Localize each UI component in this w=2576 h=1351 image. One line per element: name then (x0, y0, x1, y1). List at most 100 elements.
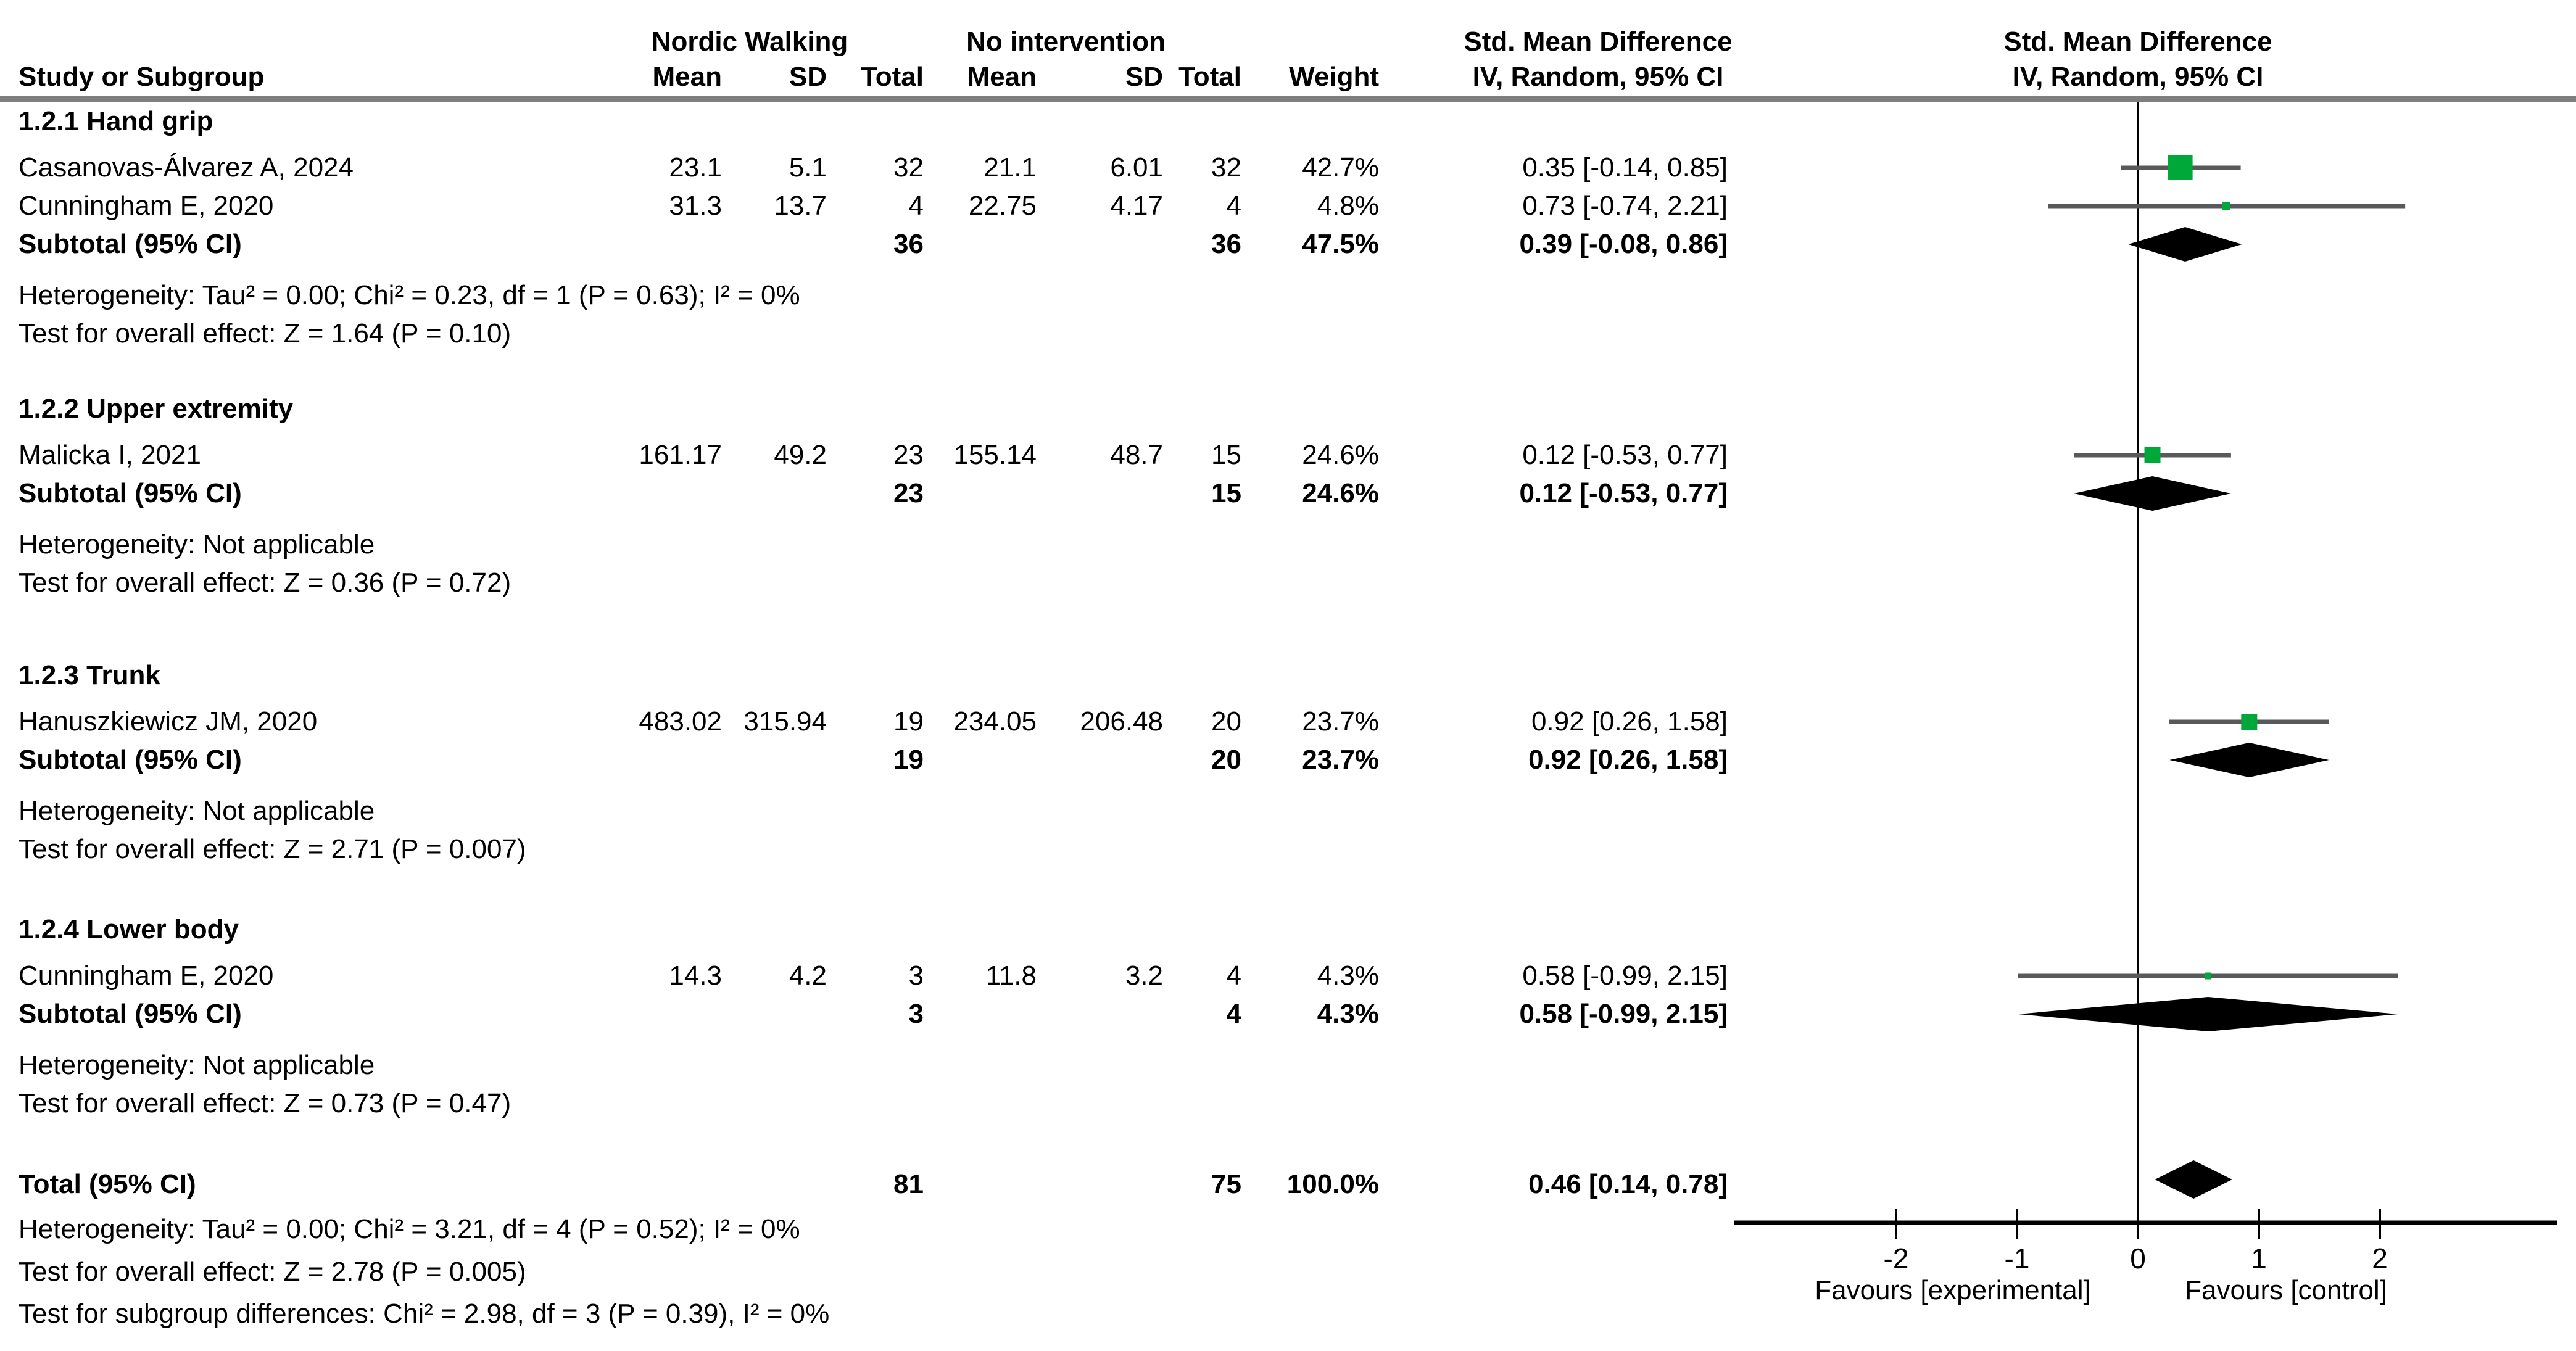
effect-square-marker (2205, 972, 2212, 980)
total-experimental: 81 (893, 1169, 924, 1199)
overall-effect-text: Test for overall effect: Z = 0.36 (P = 0… (19, 568, 511, 598)
smd-ci-text: 0.73 [-0.74, 2.21] (1522, 191, 1728, 221)
mean-control: 22.75 (968, 191, 1037, 221)
study-name: Total (95% CI) (19, 1169, 196, 1199)
total-control: 15 (1211, 478, 1241, 508)
weight-value: 4.8% (1317, 191, 1379, 221)
total-experimental: 19 (893, 706, 924, 737)
sd-experimental: 315.94 (743, 706, 827, 737)
sd-control: 206.48 (1080, 706, 1163, 737)
effect-square-marker (2241, 714, 2258, 730)
pooled-diamond (2128, 227, 2242, 262)
overall-effect-text: Test for overall effect: Z = 2.78 (P = 0… (19, 1257, 526, 1287)
effect-square-marker (2168, 155, 2193, 180)
column-header-sd-1: SD (789, 62, 827, 92)
pooled-diamond (2169, 743, 2329, 777)
group-header-no-intervention: No intervention (966, 27, 1166, 57)
total-experimental: 23 (893, 478, 924, 508)
weight-value: 47.5% (1302, 229, 1379, 259)
total-control: 4 (1226, 999, 1241, 1029)
total-control: 32 (1211, 152, 1241, 183)
total-experimental: 36 (893, 229, 924, 259)
subgroup-difference-text: Test for subgroup differences: Chi² = 2.… (19, 1299, 830, 1329)
total-experimental: 4 (908, 191, 924, 221)
effect-square-marker (2222, 202, 2230, 210)
group-header-nordic-walking: Nordic Walking (651, 27, 848, 57)
plot-column-method: IV, Random, 95% CI (2012, 62, 2264, 92)
x-axis-tick-label: -2 (1884, 1242, 1909, 1275)
study-name: Subtotal (95% CI) (19, 999, 242, 1029)
column-header-total-2: Total (1178, 62, 1241, 92)
smd-ci-text: 0.39 [-0.08, 0.86] (1519, 229, 1728, 259)
smd-ci-text: 0.12 [-0.53, 0.77] (1522, 440, 1728, 470)
study-name: Subtotal (95% CI) (19, 229, 242, 259)
study-name: Hanuszkiewicz JM, 2020 (19, 706, 318, 737)
heterogeneity-text: Heterogeneity: Tau² = 0.00; Chi² = 0.23,… (19, 280, 800, 310)
overall-effect-text: Test for overall effect: Z = 1.64 (P = 0… (19, 318, 511, 349)
effect-column-title: Std. Mean Difference (1464, 27, 1733, 57)
column-header-sd-2: SD (1125, 62, 1163, 92)
sd-control: 6.01 (1110, 152, 1163, 183)
study-name: Subtotal (95% CI) (19, 478, 242, 508)
x-axis-tick-label: 2 (2372, 1242, 2388, 1275)
overall-effect-text: Test for overall effect: Z = 0.73 (P = 0… (19, 1088, 511, 1118)
x-axis-tick-label: -1 (2005, 1242, 2030, 1275)
pooled-diamond (2155, 1160, 2232, 1199)
weight-value: 4.3% (1317, 961, 1379, 991)
smd-ci-text: 0.58 [-0.99, 2.15] (1519, 999, 1728, 1029)
pooled-diamond (2074, 476, 2231, 511)
total-control: 20 (1211, 706, 1241, 737)
column-header-study: Study or Subgroup (19, 62, 265, 92)
header-separator-line (0, 96, 2576, 102)
study-name: Malicka I, 2021 (19, 440, 201, 470)
study-name: Cunningham E, 2020 (19, 961, 274, 991)
mean-experimental: 23.1 (669, 152, 722, 183)
column-header-mean-2: Mean (967, 62, 1037, 92)
column-header-mean-1: Mean (652, 62, 722, 92)
pooled-diamond (2018, 997, 2398, 1031)
smd-ci-text: 0.58 [-0.99, 2.15] (1522, 961, 1728, 991)
sd-experimental: 4.2 (789, 961, 827, 991)
sd-experimental: 5.1 (789, 152, 827, 183)
study-name: Subtotal (95% CI) (19, 745, 242, 775)
effect-column-method: IV, Random, 95% CI (1472, 62, 1724, 92)
effect-square-marker (2144, 447, 2161, 463)
total-control: 15 (1211, 440, 1241, 470)
heterogeneity-text: Heterogeneity: Tau² = 0.00; Chi² = 3.21,… (19, 1214, 800, 1244)
column-header-total-1: Total (861, 62, 924, 92)
total-experimental: 32 (893, 152, 924, 183)
mean-experimental: 483.02 (639, 706, 722, 737)
smd-ci-text: 0.92 [0.26, 1.58] (1528, 745, 1728, 775)
weight-value: 4.3% (1317, 999, 1379, 1029)
section-header: 1.2.3 Trunk (19, 660, 160, 690)
total-experimental: 3 (908, 999, 924, 1029)
smd-ci-text: 0.92 [0.26, 1.58] (1531, 706, 1728, 737)
sd-control: 3.2 (1125, 961, 1163, 991)
x-axis-tick-label: 1 (2251, 1242, 2267, 1275)
heterogeneity-text: Heterogeneity: Not applicable (19, 796, 375, 826)
total-experimental: 23 (893, 440, 924, 470)
smd-ci-text: 0.35 [-0.14, 0.85] (1522, 152, 1728, 183)
total-experimental: 19 (893, 745, 924, 775)
favours-experimental-label: Favours [experimental] (1815, 1275, 2091, 1305)
sd-control: 48.7 (1110, 440, 1163, 470)
section-header: 1.2.1 Hand grip (19, 106, 213, 136)
total-control: 4 (1226, 961, 1241, 991)
section-header: 1.2.4 Lower body (19, 914, 239, 944)
total-experimental: 3 (908, 961, 924, 991)
study-name: Cunningham E, 2020 (19, 191, 274, 221)
total-control: 20 (1211, 745, 1241, 775)
weight-value: 23.7% (1302, 745, 1379, 775)
mean-control: 11.8 (985, 961, 1037, 991)
sd-experimental: 13.7 (774, 191, 827, 221)
column-header-weight: Weight (1289, 62, 1379, 92)
weight-value: 24.6% (1302, 440, 1379, 470)
smd-ci-text: 0.46 [0.14, 0.78] (1528, 1169, 1728, 1199)
total-control: 75 (1211, 1169, 1241, 1199)
smd-ci-text: 0.12 [-0.53, 0.77] (1519, 478, 1728, 508)
sd-experimental: 49.2 (774, 440, 827, 470)
mean-experimental: 14.3 (669, 961, 722, 991)
study-name: Casanovas-Álvarez A, 2024 (19, 152, 354, 183)
